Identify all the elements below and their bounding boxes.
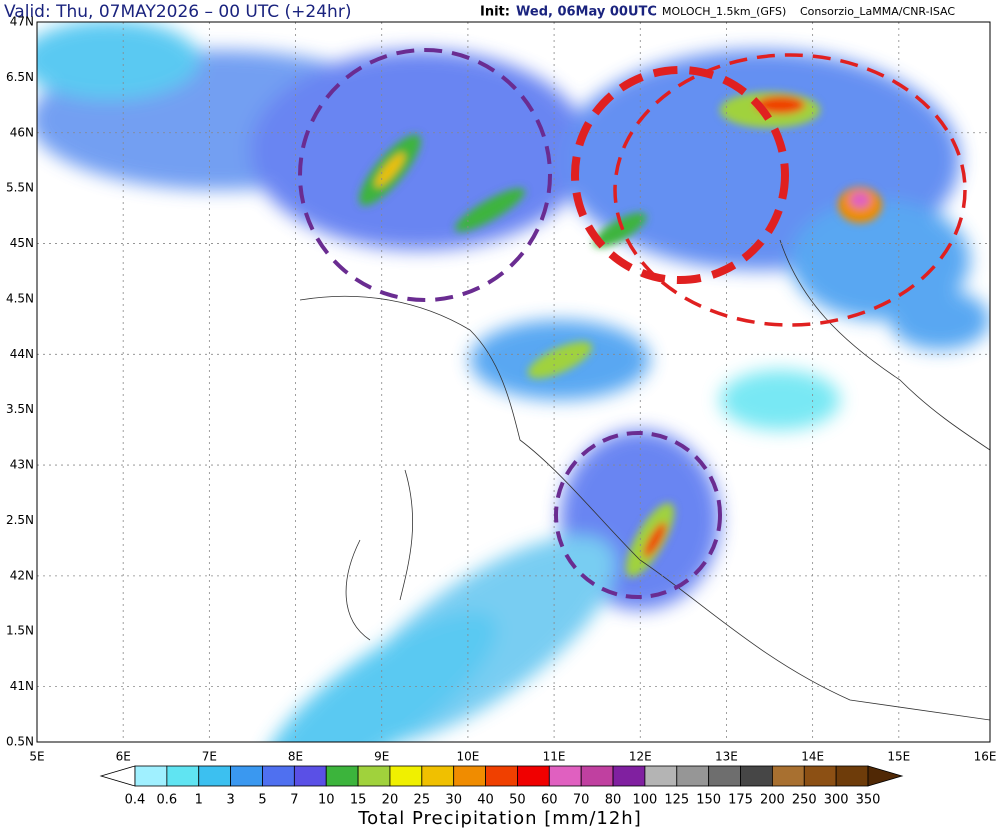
colorbar-swatch bbox=[485, 765, 518, 787]
lat-label: 46N bbox=[10, 125, 34, 139]
colorbar-end bbox=[867, 765, 904, 787]
colorbar-label: 0.6 bbox=[157, 793, 178, 808]
colorbar-label: 15 bbox=[350, 793, 367, 808]
lon-label: 15E bbox=[887, 750, 910, 764]
colorbar-label: 50 bbox=[509, 793, 526, 808]
lon-label: 6E bbox=[116, 750, 131, 764]
colorbar-label: 30 bbox=[445, 793, 462, 808]
colorbar-label: 10 bbox=[318, 793, 335, 808]
colorbar-label: 40 bbox=[477, 793, 494, 808]
colorbar-label: 250 bbox=[792, 793, 817, 808]
credit: Consorzio_LaMMA/CNR-ISAC bbox=[800, 5, 955, 18]
colorbar-swatch bbox=[134, 765, 168, 787]
colorbar-label: 3 bbox=[226, 793, 234, 808]
valid-time: Valid: Thu, 07MAY2026 – 00 UTC (+24hr) bbox=[4, 2, 351, 22]
lat-label: 4.5N bbox=[6, 291, 34, 305]
lon-label: 14E bbox=[801, 750, 824, 764]
init-time: Wed, 06May 00UTC bbox=[516, 5, 657, 20]
lon-label: 16E bbox=[974, 750, 997, 764]
colorbar-label: 0.4 bbox=[125, 793, 146, 808]
colorbar-swatch bbox=[612, 765, 646, 787]
lat-label: 41N bbox=[10, 679, 34, 693]
colorbar-swatch bbox=[421, 765, 455, 787]
lat-label: 6.5N bbox=[6, 70, 34, 84]
init-label: Init: bbox=[480, 5, 510, 20]
colorbar-label: 25 bbox=[414, 793, 431, 808]
map-field bbox=[37, 22, 990, 742]
lon-label: 10E bbox=[456, 750, 479, 764]
colorbar-swatch bbox=[262, 765, 295, 787]
colorbar-swatch bbox=[771, 765, 805, 787]
colorbar-label: 20 bbox=[382, 793, 399, 808]
colorbar-swatch bbox=[389, 765, 423, 787]
lat-label: 43N bbox=[10, 458, 34, 472]
colorbar-label: 7 bbox=[290, 793, 298, 808]
colorbar-label: 80 bbox=[605, 793, 622, 808]
colorbar-swatch bbox=[198, 765, 232, 787]
lon-label: 7E bbox=[202, 750, 217, 764]
colorbar-swatch bbox=[580, 765, 614, 787]
colorbar-swatch bbox=[803, 765, 837, 787]
lon-label: 5E bbox=[29, 750, 44, 764]
colorbar-label: 1 bbox=[195, 793, 203, 808]
colorbar-label: 175 bbox=[728, 793, 753, 808]
colorbar-swatch bbox=[517, 765, 550, 787]
lon-label: 8E bbox=[288, 750, 303, 764]
colorbar-label: 125 bbox=[664, 793, 689, 808]
colorbar-label: 70 bbox=[573, 793, 590, 808]
lat-label: 45N bbox=[10, 236, 34, 250]
lat-label: 47N bbox=[10, 15, 34, 29]
model-name: MOLOCH_1.5km_(GFS) bbox=[662, 5, 786, 18]
lon-label: 12E bbox=[629, 750, 652, 764]
colorbar-label: 5 bbox=[258, 793, 266, 808]
lat-label: 2.5N bbox=[6, 513, 34, 527]
colorbar-swatch bbox=[548, 765, 582, 787]
colorbar-start bbox=[99, 765, 136, 787]
colorbar-swatch bbox=[166, 765, 200, 787]
lon-label: 11E bbox=[543, 750, 566, 764]
lat-label: 1.5N bbox=[6, 624, 34, 638]
colorbar-label: 100 bbox=[632, 793, 657, 808]
lat-label: 44N bbox=[10, 347, 34, 361]
lat-label: 3.5N bbox=[6, 402, 34, 416]
colorbar-swatch bbox=[325, 765, 359, 787]
colorbar-swatch bbox=[293, 765, 327, 787]
lat-label: 5.5N bbox=[6, 181, 34, 195]
colorbar-label: 150 bbox=[696, 793, 721, 808]
colorbar-label: 60 bbox=[541, 793, 558, 808]
colorbar-title: Total Precipitation [mm/12h] bbox=[357, 808, 641, 829]
colorbar-swatch bbox=[644, 765, 678, 787]
lon-label: 9E bbox=[374, 750, 389, 764]
map-frame bbox=[36, 21, 991, 743]
lat-label: 0.5N bbox=[6, 735, 34, 749]
colorbar-swatch bbox=[708, 765, 741, 787]
colorbar-swatch bbox=[676, 765, 710, 787]
colorbar-swatch bbox=[453, 765, 486, 787]
colorbar-swatch bbox=[835, 765, 869, 787]
colorbar-label: 300 bbox=[824, 793, 849, 808]
lat-label: 42N bbox=[10, 568, 34, 582]
colorbar-label: 350 bbox=[856, 793, 881, 808]
colorbar-label: 200 bbox=[760, 793, 785, 808]
lon-label: 13E bbox=[715, 750, 738, 764]
colorbar-swatch bbox=[230, 765, 263, 787]
colorbar-swatch bbox=[357, 765, 391, 787]
colorbar-swatch bbox=[740, 765, 773, 787]
